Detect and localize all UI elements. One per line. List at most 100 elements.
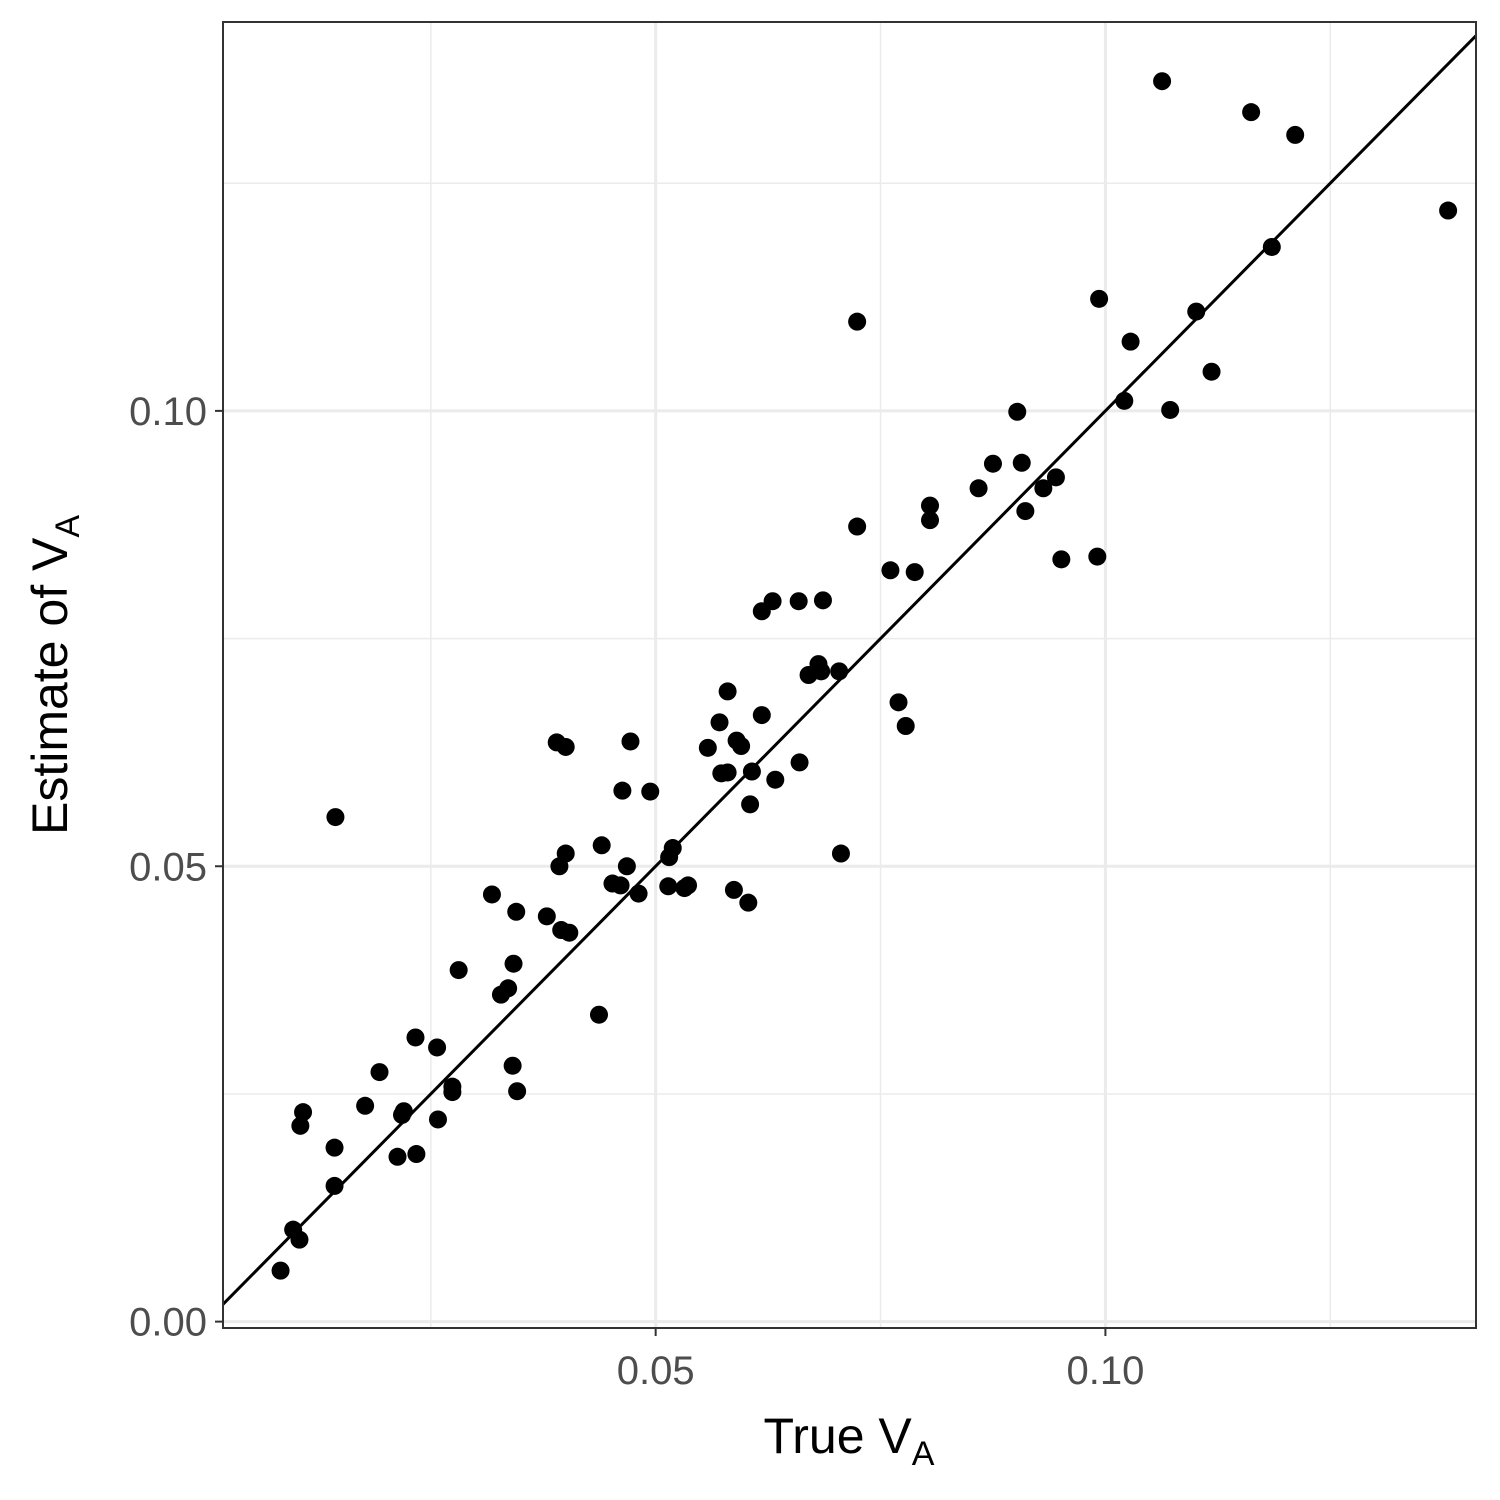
data-point bbox=[428, 1110, 447, 1129]
data-point bbox=[1262, 237, 1281, 256]
data-point bbox=[507, 902, 526, 921]
data-point bbox=[848, 517, 867, 536]
data-point bbox=[718, 682, 737, 701]
data-point bbox=[983, 454, 1002, 473]
data-point bbox=[789, 592, 808, 611]
x-tick-label: 0.05 bbox=[617, 1349, 695, 1393]
data-point bbox=[589, 1005, 608, 1024]
x-axis-ticks: 0.05 0.10 bbox=[617, 1328, 1144, 1393]
data-point bbox=[921, 511, 940, 530]
data-point bbox=[611, 876, 630, 895]
data-point bbox=[659, 877, 678, 896]
data-point bbox=[325, 1138, 344, 1157]
data-point bbox=[326, 808, 345, 827]
data-point bbox=[556, 844, 575, 863]
x-axis-title-main: True V bbox=[764, 1408, 913, 1464]
data-point bbox=[1034, 479, 1053, 498]
data-point bbox=[679, 876, 698, 895]
data-point bbox=[388, 1147, 407, 1166]
data-point bbox=[813, 591, 832, 610]
data-point bbox=[641, 782, 660, 801]
data-point bbox=[698, 738, 717, 757]
data-point bbox=[1008, 402, 1027, 421]
data-point bbox=[325, 1176, 344, 1195]
data-point bbox=[1016, 502, 1035, 521]
data-point bbox=[356, 1096, 375, 1115]
data-point bbox=[663, 839, 682, 858]
y-tick-label: 0.05 bbox=[129, 845, 207, 889]
data-point bbox=[812, 662, 831, 681]
data-point bbox=[710, 713, 729, 732]
data-point bbox=[1187, 302, 1206, 321]
data-point bbox=[482, 885, 501, 904]
data-point bbox=[1115, 391, 1134, 410]
data-point bbox=[742, 762, 761, 781]
data-point bbox=[503, 1056, 522, 1075]
data-point bbox=[718, 763, 737, 782]
data-point bbox=[724, 880, 743, 899]
data-point bbox=[1121, 332, 1140, 351]
data-point bbox=[294, 1103, 313, 1122]
data-points bbox=[271, 72, 1458, 1280]
data-point bbox=[428, 1038, 447, 1057]
data-point bbox=[290, 1230, 309, 1249]
data-point bbox=[556, 737, 575, 756]
data-point bbox=[889, 693, 908, 712]
data-point bbox=[741, 795, 760, 814]
data-point bbox=[370, 1063, 389, 1082]
data-point bbox=[969, 479, 988, 498]
data-point bbox=[1202, 362, 1221, 381]
y-axis-title-main: Estimate of V bbox=[22, 537, 78, 835]
data-point bbox=[1012, 453, 1031, 472]
data-point bbox=[881, 561, 900, 580]
y-axis-title-subscript: A bbox=[49, 515, 87, 538]
data-point bbox=[508, 1082, 527, 1101]
data-point bbox=[407, 1145, 426, 1164]
y-tick-label: 0.10 bbox=[129, 390, 207, 434]
data-point bbox=[537, 907, 556, 926]
data-point bbox=[1439, 201, 1458, 220]
data-point bbox=[905, 563, 924, 582]
data-point bbox=[831, 844, 850, 863]
y-axis-ticks: 0.00 0.05 0.10 bbox=[129, 390, 223, 1345]
data-point bbox=[394, 1102, 413, 1121]
data-point bbox=[291, 1116, 310, 1135]
data-point bbox=[732, 737, 751, 756]
x-axis-title-subscript: A bbox=[912, 1435, 935, 1473]
data-point bbox=[1286, 125, 1305, 144]
data-point bbox=[617, 857, 636, 876]
data-point bbox=[499, 979, 518, 998]
data-point bbox=[739, 893, 758, 912]
data-point bbox=[1242, 103, 1261, 122]
data-point bbox=[504, 954, 523, 973]
data-point bbox=[449, 961, 468, 980]
data-point bbox=[621, 732, 640, 751]
data-point bbox=[766, 770, 785, 789]
panel-border bbox=[222, 21, 1477, 1329]
data-point bbox=[1161, 400, 1180, 419]
data-point bbox=[1052, 550, 1071, 569]
data-point bbox=[921, 496, 940, 515]
data-point bbox=[560, 923, 579, 942]
data-point bbox=[629, 884, 648, 903]
data-point bbox=[752, 706, 771, 725]
data-point bbox=[592, 836, 611, 855]
data-point bbox=[406, 1028, 425, 1047]
x-axis-title: True VA bbox=[764, 1408, 935, 1473]
y-tick-label: 0.00 bbox=[129, 1301, 207, 1345]
data-point bbox=[848, 312, 867, 331]
data-point bbox=[1046, 468, 1065, 487]
data-point bbox=[443, 1083, 462, 1102]
panel-background bbox=[223, 22, 1476, 1328]
data-point bbox=[790, 753, 809, 772]
data-point bbox=[1090, 289, 1109, 308]
grid bbox=[223, 22, 1476, 1328]
data-point bbox=[1088, 547, 1107, 566]
data-point bbox=[613, 781, 632, 800]
data-point bbox=[896, 717, 915, 736]
data-point bbox=[763, 592, 782, 611]
data-point bbox=[1153, 72, 1172, 91]
y-axis-title: Estimate of VA bbox=[22, 515, 87, 835]
data-point bbox=[271, 1261, 290, 1280]
